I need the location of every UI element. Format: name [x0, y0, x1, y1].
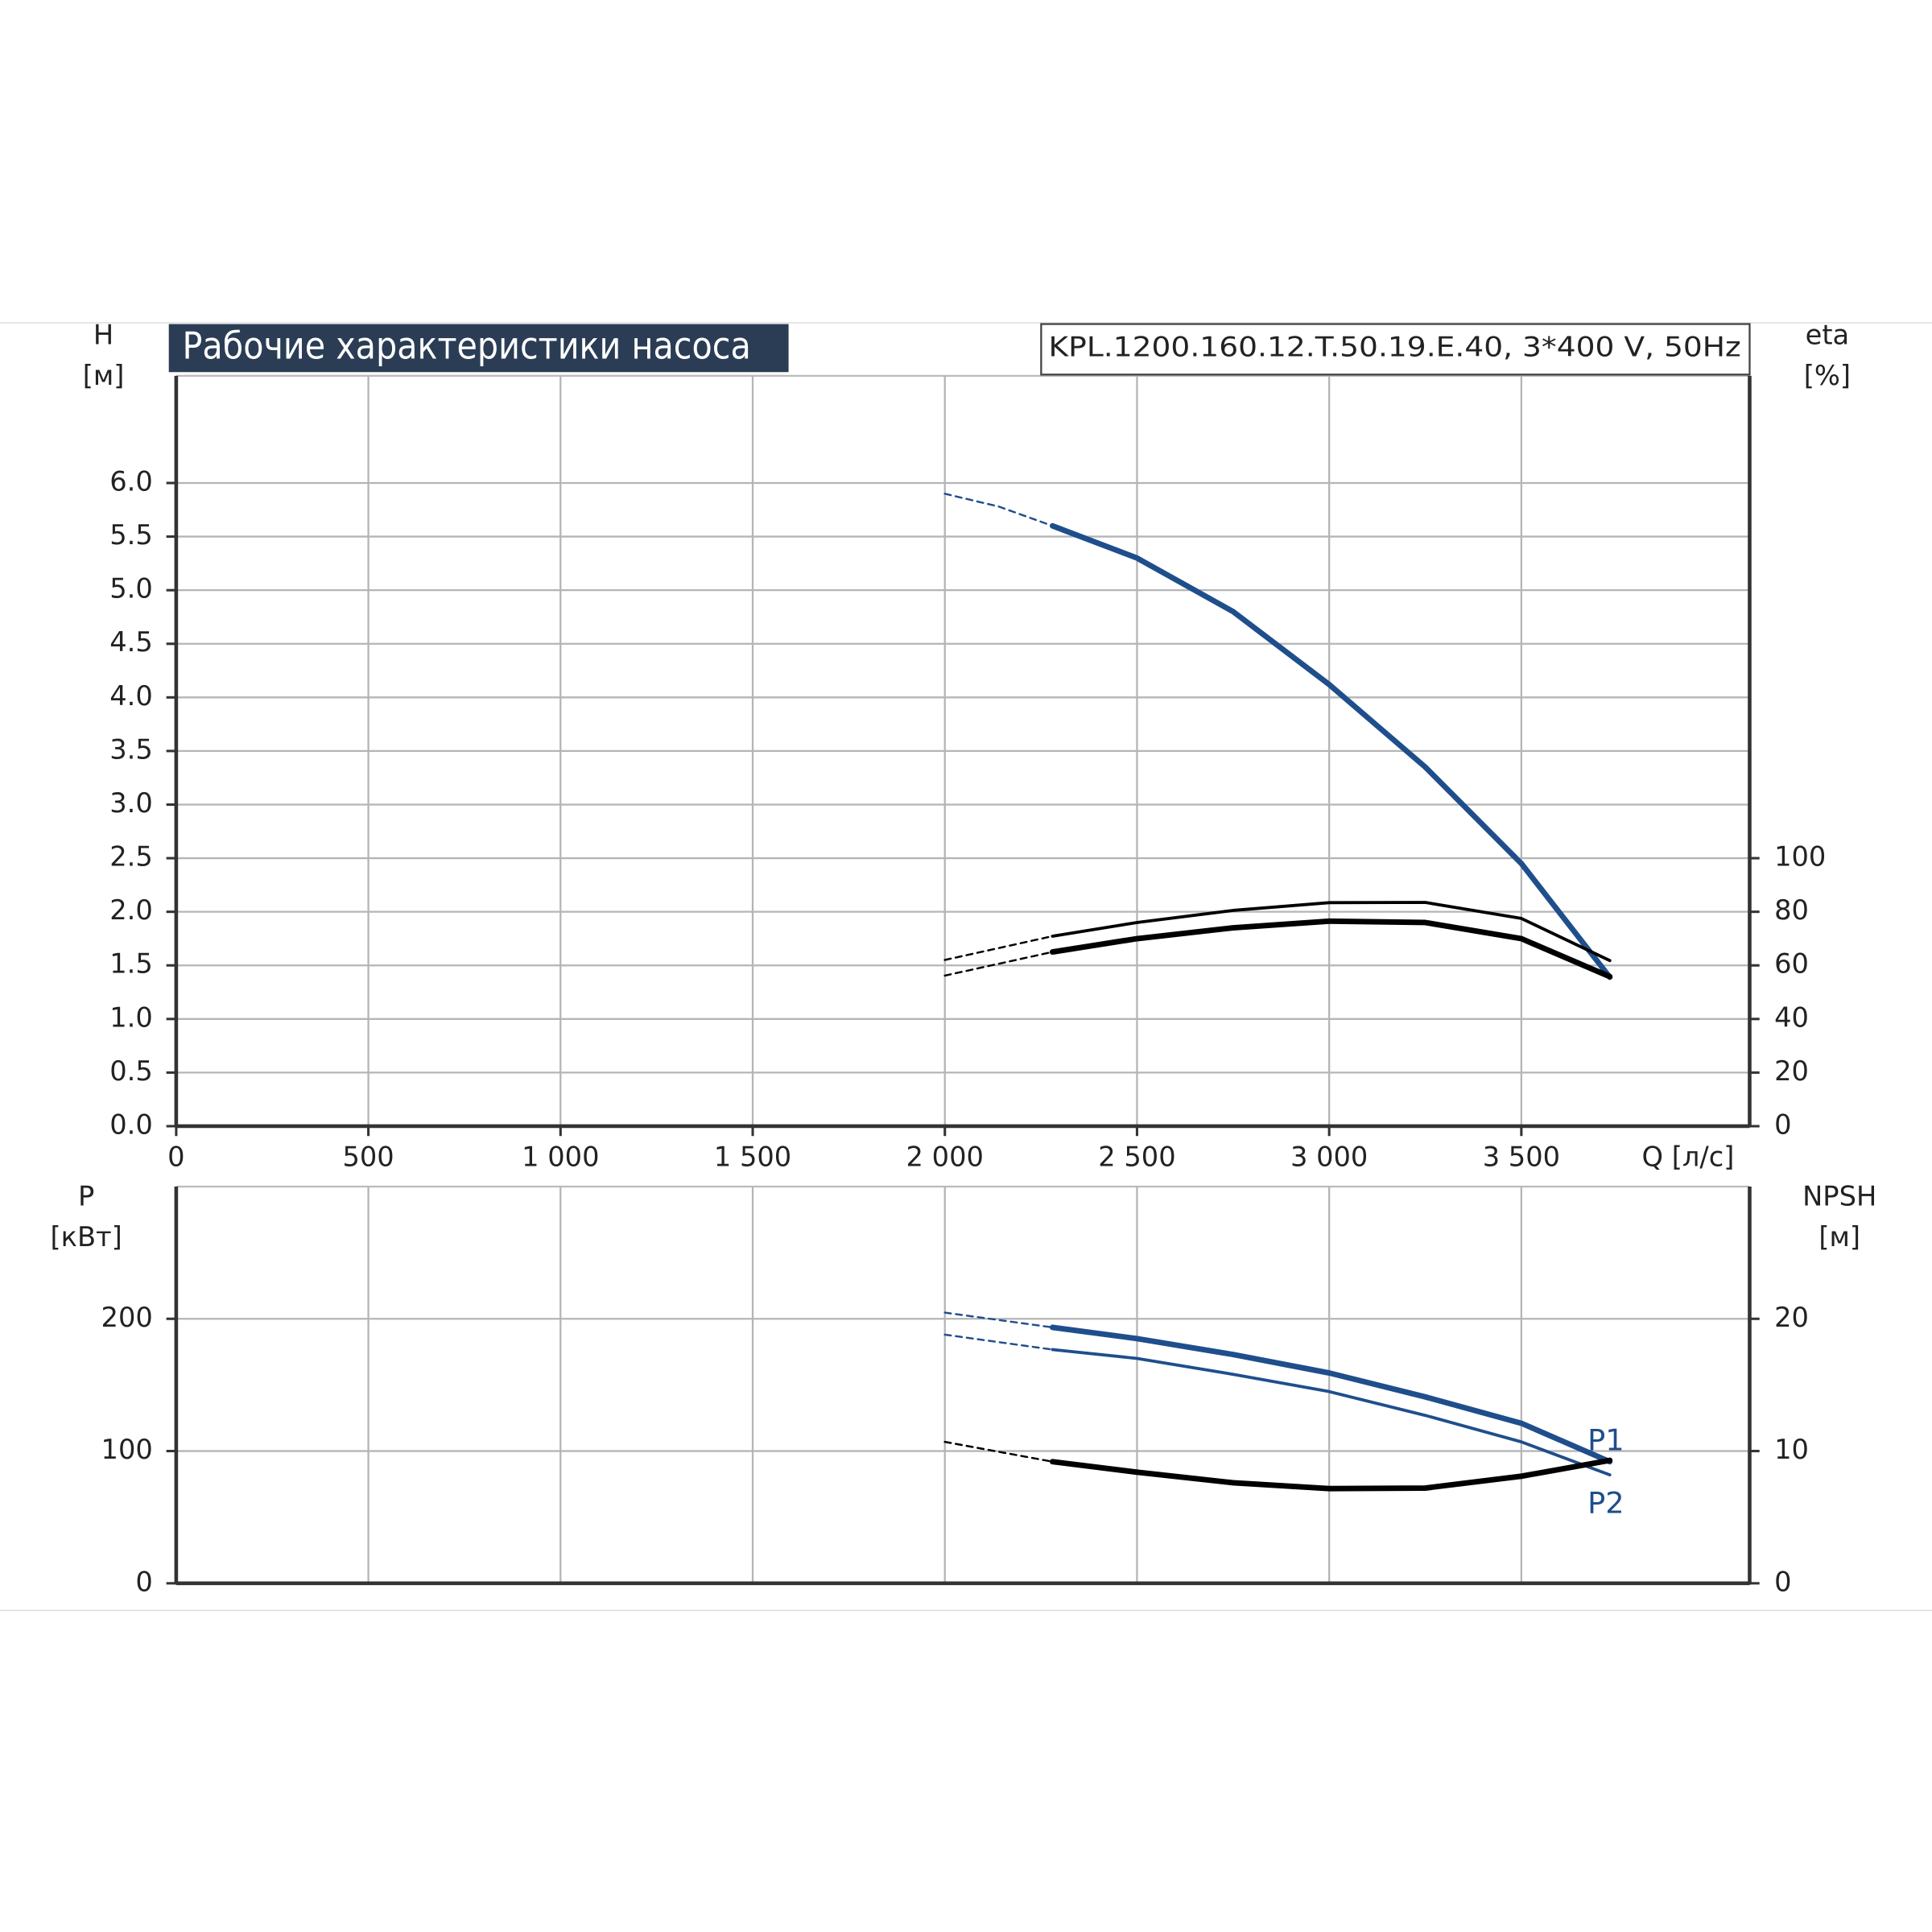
y-tick-label: 1.0 [109, 1001, 153, 1033]
chart-subtitle: KPL.1200.160.12.T.50.19.E.40, 3*400 V, 5… [1049, 332, 1741, 363]
curve [943, 935, 1054, 961]
y-axis-label: P [78, 1180, 94, 1212]
y2-tick-label: 60 [1774, 948, 1809, 980]
y2-tick-label: 100 [1774, 841, 1826, 873]
y-tick-label: 5.0 [109, 573, 153, 605]
y2-axis-label: NPSH [1802, 1180, 1876, 1212]
curve [1050, 1457, 1613, 1492]
curve [943, 1311, 1054, 1329]
curve [1051, 901, 1612, 963]
curve [943, 1440, 1054, 1463]
x-tick-label: 500 [342, 1141, 394, 1172]
y2-axis-unit: [м] [1818, 1221, 1860, 1253]
x-tick-label: 1 000 [522, 1141, 599, 1172]
curve [1050, 918, 1613, 980]
curve [1050, 1324, 1613, 1465]
series-label: P2 [1587, 1485, 1624, 1520]
x-tick-label: 3 500 [1483, 1141, 1560, 1172]
y-tick-label: 2.5 [109, 841, 153, 873]
x-tick-label: 0 [167, 1141, 184, 1172]
curve [1050, 522, 1613, 980]
y-tick-label: 6.0 [109, 466, 153, 497]
curve [943, 1333, 1054, 1351]
x-tick-label: 2 500 [1098, 1141, 1175, 1172]
y-tick-label: 0.5 [109, 1055, 153, 1087]
y2-axis-label: eta [1806, 319, 1850, 350]
y2-tick-label: 0 [1774, 1108, 1791, 1140]
y-tick-label: 0.0 [109, 1108, 153, 1140]
y-tick-label: 200 [101, 1302, 153, 1333]
y2-tick-label: 0 [1774, 1566, 1791, 1597]
y2-tick-label: 20 [1774, 1055, 1809, 1087]
y-axis-unit: [кВт] [50, 1221, 122, 1253]
y2-tick-label: 10 [1774, 1434, 1809, 1465]
subtitle-box [1040, 323, 1751, 376]
y2-tick-label: 80 [1774, 894, 1809, 926]
y-tick-label: 5.5 [109, 519, 153, 551]
series-label: P1 [1587, 1423, 1624, 1458]
x-tick-label: 3 000 [1290, 1141, 1368, 1172]
chart-title: Рабочие характеристики насоса [183, 324, 751, 368]
x-tick-label: 1 500 [714, 1141, 791, 1172]
y2-axis-unit: [%] [1804, 360, 1851, 391]
curve [943, 951, 1054, 977]
y-axis-unit: [м] [83, 360, 125, 391]
y-tick-label: 4.0 [109, 680, 153, 712]
y-tick-label: 3.5 [109, 733, 153, 765]
y-tick-label: 100 [101, 1434, 153, 1465]
y-tick-label: 4.5 [109, 626, 153, 658]
y2-tick-label: 20 [1774, 1302, 1809, 1333]
y-tick-label: 3.0 [109, 787, 153, 819]
y-tick-label: 1.5 [109, 948, 153, 980]
title-box [168, 324, 789, 373]
y-axis-label: H [93, 319, 114, 350]
x-tick-label: 2 000 [906, 1141, 984, 1172]
y2-tick-label: 40 [1774, 1001, 1809, 1033]
y-tick-label: 0 [135, 1566, 152, 1597]
x-axis-label: Q [л/с] [1642, 1141, 1735, 1172]
curve [1051, 1348, 1612, 1477]
y-tick-label: 2.0 [109, 894, 153, 926]
curve [943, 493, 1054, 527]
